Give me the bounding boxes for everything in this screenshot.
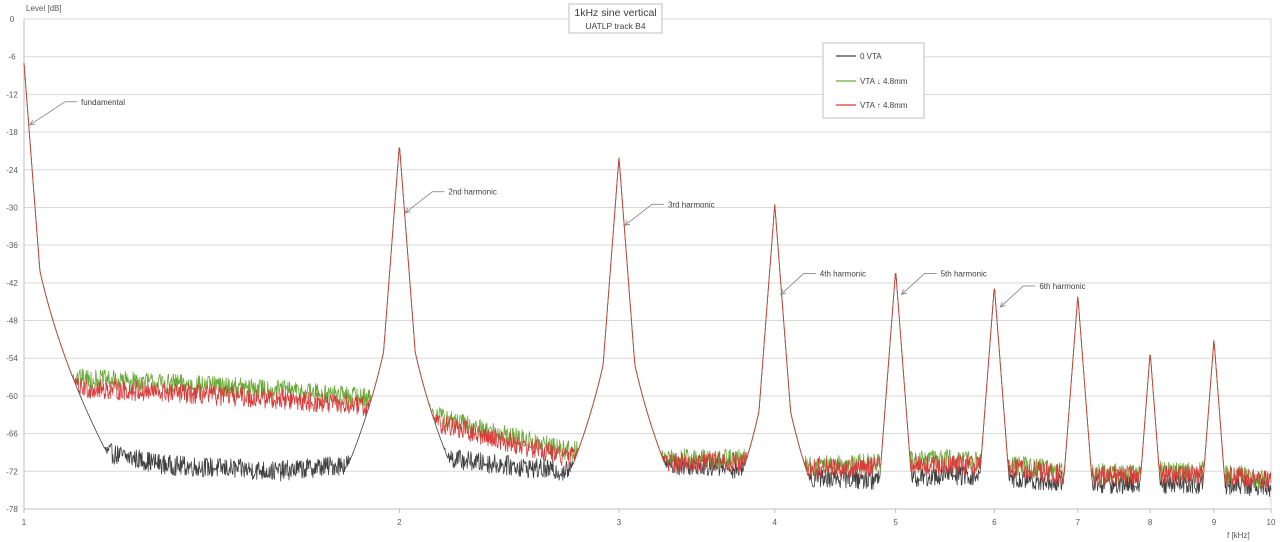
legend-label-vta-down: VTA ↓ 4.8mm: [860, 77, 908, 86]
legend-label-vta-up: VTA ↑ 4.8mm: [860, 101, 908, 110]
x-tick-label: 8: [1148, 518, 1153, 527]
legend: 0 VTA VTA ↓ 4.8mm VTA ↑ 4.8mm: [822, 42, 925, 119]
x-tick-label: 10: [1267, 518, 1276, 527]
annotation-arrow: [30, 101, 66, 125]
y-tick-label: -78: [6, 505, 18, 514]
annotation-label: 2nd harmonic: [448, 188, 496, 197]
y-tick-label: -54: [6, 354, 18, 363]
x-tick-label: 2: [397, 518, 402, 527]
x-tick-label: 9: [1212, 518, 1217, 527]
annotation-arrow: [902, 273, 925, 294]
y-tick-label: -18: [6, 128, 18, 137]
series-lines: [23, 62, 1272, 497]
annotations: fundamental 2nd harmonic 3rd harmonic 4th h…: [30, 98, 1086, 307]
x-tick-label: 7: [1076, 518, 1081, 527]
y-tick-label: -66: [6, 430, 18, 439]
y-axis-label: Level [dB]: [26, 4, 62, 13]
x-tick-label: 3: [617, 518, 622, 527]
x-tick-label: 1: [22, 518, 27, 527]
annotation-arrow: [405, 191, 433, 213]
y-tick-label: -30: [6, 203, 18, 212]
y-tick-label: 0: [10, 15, 15, 24]
annotation-arrow: [781, 273, 805, 294]
y-tick-label: -60: [6, 392, 18, 401]
annotation-label: 6th harmonic: [1039, 282, 1085, 291]
annotation-arrow: [625, 203, 653, 225]
x-tick-label: 4: [773, 518, 778, 527]
legend-label-0vta: 0 VTA: [860, 52, 882, 61]
title-box-frame: [568, 3, 663, 34]
annotation-label: fundamental: [81, 98, 125, 107]
series-line-2: [23, 62, 1272, 490]
chart-title: 1kHz sine vertical: [574, 7, 656, 19]
x-tick-label: 6: [992, 518, 997, 527]
annotation-arrow: [1000, 285, 1024, 307]
annotation-label: 5th harmonic: [941, 269, 987, 278]
y-tick-label: -48: [6, 317, 18, 326]
x-tick-label: 5: [893, 518, 898, 527]
annotation-label: 4th harmonic: [820, 269, 866, 278]
y-tick-label: -12: [6, 90, 18, 99]
chart-title-box: 1kHz sine vertical UATLP track B4: [568, 3, 663, 34]
y-tick-label: -36: [6, 241, 18, 250]
y-axis-ticks: 0 -6 -12 -18 -24 -30 -36 -42 -48 -54 -60 -66 -72 -78: [6, 15, 18, 514]
x-axis-label: f [kHz]: [1227, 531, 1250, 540]
y-tick-label: -24: [6, 166, 18, 175]
y-tick-label: -6: [8, 53, 16, 62]
annotation-label: 3rd harmonic: [668, 200, 715, 209]
y-tick-label: -42: [6, 279, 18, 288]
y-tick-label: -72: [6, 467, 18, 476]
x-axis-ticks: 1 2 3 4 5 6 7 8 9 10: [22, 509, 1276, 527]
chart-subtitle: UATLP track B4: [585, 21, 645, 31]
